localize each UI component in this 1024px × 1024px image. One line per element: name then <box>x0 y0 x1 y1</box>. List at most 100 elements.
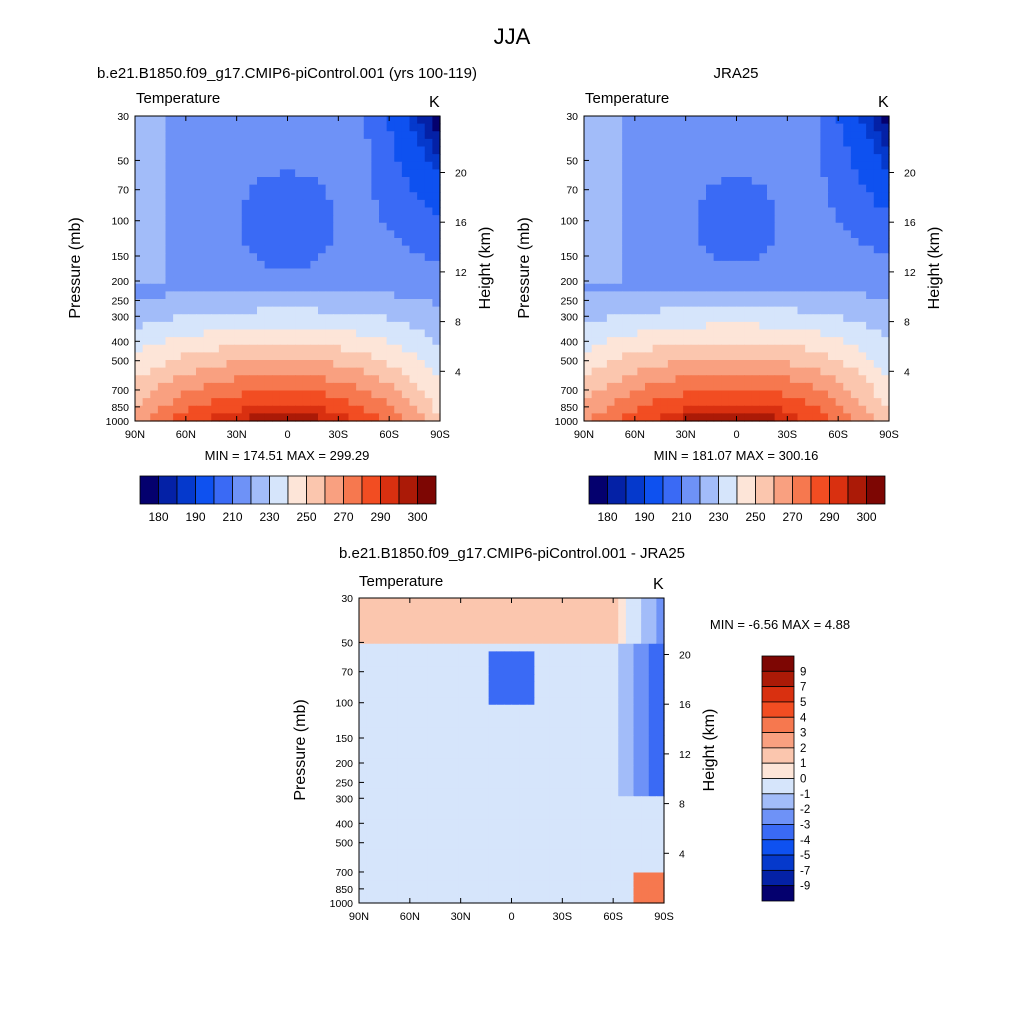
contour-cell <box>580 819 589 828</box>
contour-cell <box>652 199 661 209</box>
contour-cell <box>526 842 535 851</box>
contour-cell <box>389 803 398 813</box>
contour-cell <box>629 398 638 407</box>
contour-cell <box>564 872 574 881</box>
contour-cell <box>713 131 722 140</box>
contour-cell <box>625 681 635 691</box>
contour-cell <box>397 781 406 790</box>
contour-cell <box>310 337 319 346</box>
contour-cell <box>310 116 319 125</box>
contour-cell <box>458 651 467 660</box>
contour-cell <box>389 758 398 767</box>
contour-cell <box>850 382 860 392</box>
contour-cell <box>797 207 806 216</box>
contour-cell <box>196 413 205 422</box>
contour-cell <box>401 230 411 239</box>
contour-cell <box>622 138 631 148</box>
contour-cell <box>295 131 304 140</box>
contour-cell <box>759 314 768 323</box>
contour-cell <box>417 268 426 277</box>
contour-cell <box>397 811 406 820</box>
contour-cell <box>648 735 657 744</box>
contour-cell <box>751 367 760 376</box>
contour-cell <box>660 199 669 209</box>
contour-cell <box>465 788 474 797</box>
contour-cell <box>412 765 421 774</box>
contour-cell <box>587 842 596 851</box>
contour-cell <box>843 276 852 285</box>
contour-cell <box>736 306 745 315</box>
contour-cell <box>226 138 235 148</box>
contour-cell <box>789 268 799 277</box>
contour-cell <box>618 659 627 668</box>
contour-cell <box>203 398 212 407</box>
contour-cell <box>633 803 642 813</box>
contour-cell <box>519 887 528 896</box>
contour-cell <box>226 123 235 132</box>
contour-cell <box>873 268 882 277</box>
contour-cell <box>450 598 459 607</box>
contour-cell <box>226 291 235 300</box>
contour-cell <box>534 735 543 744</box>
contour-cell <box>648 727 657 736</box>
contour-cell <box>420 704 429 713</box>
contour-cell <box>412 895 421 904</box>
contour-cell <box>173 405 182 414</box>
contour-cell <box>843 192 852 201</box>
contour-cell <box>424 344 433 353</box>
contour-cell <box>435 742 444 752</box>
contour-cell <box>465 750 474 759</box>
contour-cell <box>488 735 497 744</box>
contour-cell <box>363 299 372 308</box>
contour-cell <box>519 712 528 721</box>
contour-cell <box>713 260 722 270</box>
contour-cell <box>157 405 167 414</box>
contour-cell <box>835 382 844 392</box>
contour-cell <box>721 154 730 163</box>
contour-cell <box>496 598 505 607</box>
contour-cell <box>165 138 174 148</box>
contour-cell <box>165 260 174 270</box>
contour-cell <box>371 352 380 361</box>
contour-cell <box>648 643 657 652</box>
contour-cell <box>866 207 875 216</box>
contour-cell <box>751 360 760 369</box>
contour-cell <box>843 154 852 163</box>
contour-cell <box>564 788 574 797</box>
y-tick-label: 400 <box>111 336 129 348</box>
contour-cell <box>359 880 368 889</box>
contour-cell <box>713 245 722 254</box>
contour-cell <box>465 674 474 683</box>
contour-cell <box>157 382 167 392</box>
contour-cell <box>374 689 383 698</box>
contour-cell <box>599 230 608 239</box>
contour-cell <box>713 390 722 399</box>
contour-cell <box>805 260 814 270</box>
contour-cell <box>473 834 482 843</box>
contour-cell <box>279 276 289 285</box>
contour-cell <box>450 887 459 896</box>
contour-cell <box>599 268 608 277</box>
contour-cell <box>587 636 596 645</box>
contour-cell <box>656 773 665 782</box>
contour-cell <box>812 367 821 376</box>
contour-cell <box>394 260 403 270</box>
contour-cell <box>812 276 821 285</box>
contour-cell <box>706 169 715 178</box>
contour-cell <box>465 681 474 691</box>
contour-cell <box>401 222 411 231</box>
contour-cell <box>637 291 646 300</box>
contour-cell <box>526 712 535 721</box>
contour-cell <box>698 398 707 407</box>
contour-cell <box>850 154 860 163</box>
contour-cell <box>386 222 395 231</box>
contour-cell <box>503 803 513 813</box>
contour-cell <box>420 727 429 736</box>
contour-cell <box>690 405 699 414</box>
contour-cell <box>412 773 421 782</box>
contour-cell <box>394 398 403 407</box>
contour-cell <box>866 123 875 132</box>
contour-cell <box>557 720 566 729</box>
contour-cell <box>633 872 642 881</box>
contour-cell <box>234 260 243 270</box>
